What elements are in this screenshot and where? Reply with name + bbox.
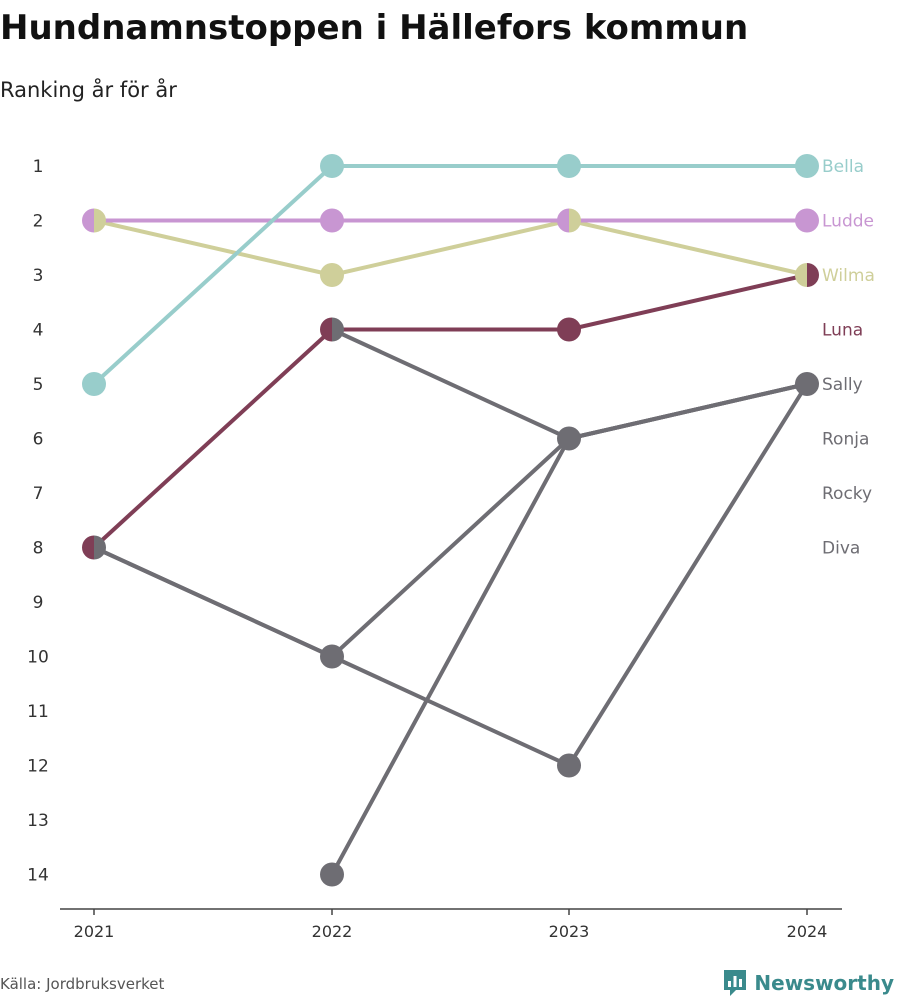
series-line-luna[interactable] (92, 273, 809, 550)
data-point-luna-wilma-2024[interactable] (795, 263, 819, 287)
data-point-wilma-ludde-2023[interactable] (557, 208, 581, 233)
source-note: Källa: Jordbruksverket (0, 975, 165, 993)
y-tick-label-11: 11 (27, 702, 49, 722)
x-tick-label-2024: 2024 (787, 922, 828, 941)
series-line-ronja[interactable] (330, 382, 809, 877)
data-point-diva-rocky-luna-2021-right-half (94, 535, 107, 560)
data-point-wilma-ludde-2023-right-half (569, 208, 581, 233)
series-label-diva: Diva (822, 539, 860, 559)
y-tick-label-9: 9 (33, 593, 44, 613)
y-tick-label-8: 8 (33, 539, 44, 559)
bar-chart-badge-icon (724, 970, 747, 996)
y-tick-label-13: 13 (27, 811, 49, 831)
chart-subtitle: Ranking år för år (0, 78, 177, 102)
y-tick-label-3: 3 (33, 266, 44, 286)
series-label-ludde: Ludde (822, 212, 874, 232)
data-point-wilma-ludde-2023-left-half (557, 208, 569, 233)
data-point-bella-2021[interactable] (82, 372, 106, 396)
x-tick-label-2022: 2022 (312, 922, 353, 941)
y-tick-label-6: 6 (33, 430, 44, 450)
chart-title: Hundnamnstoppen i Hällefors kommun (0, 8, 749, 48)
data-point-wilma-ludde-2021-left-half (82, 208, 94, 233)
data-point-bella-2023[interactable] (557, 154, 581, 178)
series-label-bella: Bella (822, 157, 864, 177)
data-point-luna-wilma-2024-right-half (807, 263, 819, 287)
series-line-rocky[interactable] (92, 382, 809, 659)
series-label-luna: Luna (822, 321, 863, 341)
data-point-bella-2024[interactable] (795, 154, 819, 178)
data-point-diva-rocky-ronja-sally-2024[interactable] (795, 372, 819, 396)
brand-name: Newsworthy (754, 971, 894, 995)
x-tick-label-2023: 2023 (549, 922, 590, 941)
y-tick-label-2: 2 (33, 212, 44, 232)
data-point-sally-luna-2022-right-half (332, 317, 344, 342)
data-point-wilma-2022[interactable] (320, 263, 344, 287)
data-point-ludde-2022[interactable] (320, 208, 344, 233)
series-label-wilma: Wilma (822, 266, 875, 286)
data-point-diva-2023[interactable] (557, 753, 581, 778)
data-point-ludde-2024[interactable] (795, 208, 819, 233)
y-tick-label-12: 12 (27, 757, 49, 777)
data-point-bella-2022[interactable] (320, 154, 344, 178)
data-point-rocky-ronja-sally-2023[interactable] (557, 426, 581, 451)
y-tick-label-5: 5 (33, 375, 44, 395)
series-line-diva[interactable] (92, 382, 809, 768)
data-point-diva-rocky-luna-2021-left-half (82, 535, 94, 560)
x-tick-label-2021: 2021 (74, 922, 115, 941)
data-point-wilma-ludde-2021[interactable] (82, 208, 107, 233)
data-point-diva-rocky-2022[interactable] (320, 644, 344, 669)
data-point-diva-rocky-luna-2021[interactable] (82, 535, 107, 560)
newsworthy-logo[interactable]: Newsworthy (722, 968, 894, 998)
y-tick-label-14: 14 (27, 866, 49, 886)
data-point-luna-wilma-2024-left-half (795, 263, 807, 287)
data-point-luna-2023[interactable] (557, 317, 581, 342)
data-point-sally-luna-2022-left-half (320, 317, 332, 342)
y-tick-label-10: 10 (27, 648, 49, 668)
series-label-rocky: Rocky (822, 484, 872, 504)
series-line-wilma[interactable] (92, 218, 809, 277)
y-tick-label-4: 4 (33, 321, 44, 341)
data-point-ronja-2022[interactable] (320, 862, 344, 887)
series-label-sally: Sally (822, 375, 863, 395)
y-tick-label-1: 1 (33, 157, 44, 177)
series-label-ronja: Ronja (822, 430, 869, 450)
series-line-sally[interactable] (330, 327, 809, 441)
data-point-wilma-ludde-2021-right-half (94, 208, 107, 233)
series-line-bella[interactable] (92, 164, 809, 386)
y-tick-label-7: 7 (33, 484, 44, 504)
data-point-sally-luna-2022[interactable] (320, 317, 344, 342)
